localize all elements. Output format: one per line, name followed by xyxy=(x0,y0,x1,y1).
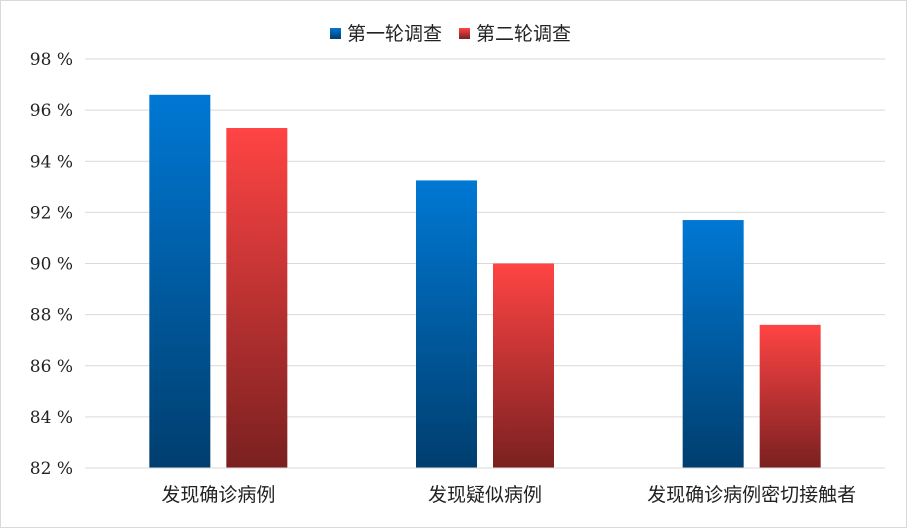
legend-label-1: 第一轮调查 xyxy=(347,23,442,45)
bar-2-1 xyxy=(226,128,288,469)
legend-swatch-2 xyxy=(459,28,470,39)
bar-1-2 xyxy=(416,180,477,468)
bar-1-1 xyxy=(149,94,211,468)
y-tick-label-82: 82 % xyxy=(30,459,73,479)
bar-2-3 xyxy=(759,324,821,468)
y-axis-ticks: 82 % 84 % 86 % 88 % 90 % 92 % 94 % 96 % 98 % xyxy=(30,50,73,479)
x-category-label-3: 发现确诊病例密切接触者 xyxy=(647,484,856,506)
y-tick-label-94: 94 % xyxy=(30,152,73,172)
bar-1-3 xyxy=(682,220,744,468)
x-category-label-2: 发现疑似病例 xyxy=(428,484,542,506)
legend: 第一轮调查 第二轮调查 xyxy=(330,23,571,45)
gridlines xyxy=(85,58,885,469)
y-tick-label-98: 98 % xyxy=(30,50,73,70)
x-axis-categories: 发现确诊病例 发现疑似病例 发现确诊病例密切接触者 xyxy=(161,484,856,506)
y-tick-label-86: 86 % xyxy=(30,357,73,377)
bars xyxy=(85,94,885,469)
legend-label-2: 第二轮调查 xyxy=(476,23,571,45)
y-tick-label-96: 96 % xyxy=(30,101,73,121)
x-category-label-1: 发现确诊病例 xyxy=(161,484,275,506)
legend-swatch-1 xyxy=(330,28,341,39)
y-tick-label-92: 92 % xyxy=(30,203,73,223)
bar-2-2 xyxy=(493,263,554,468)
y-tick-label-88: 88 % xyxy=(30,306,73,326)
y-tick-label-90: 90 % xyxy=(30,255,73,275)
y-tick-label-84: 84 % xyxy=(30,408,73,428)
